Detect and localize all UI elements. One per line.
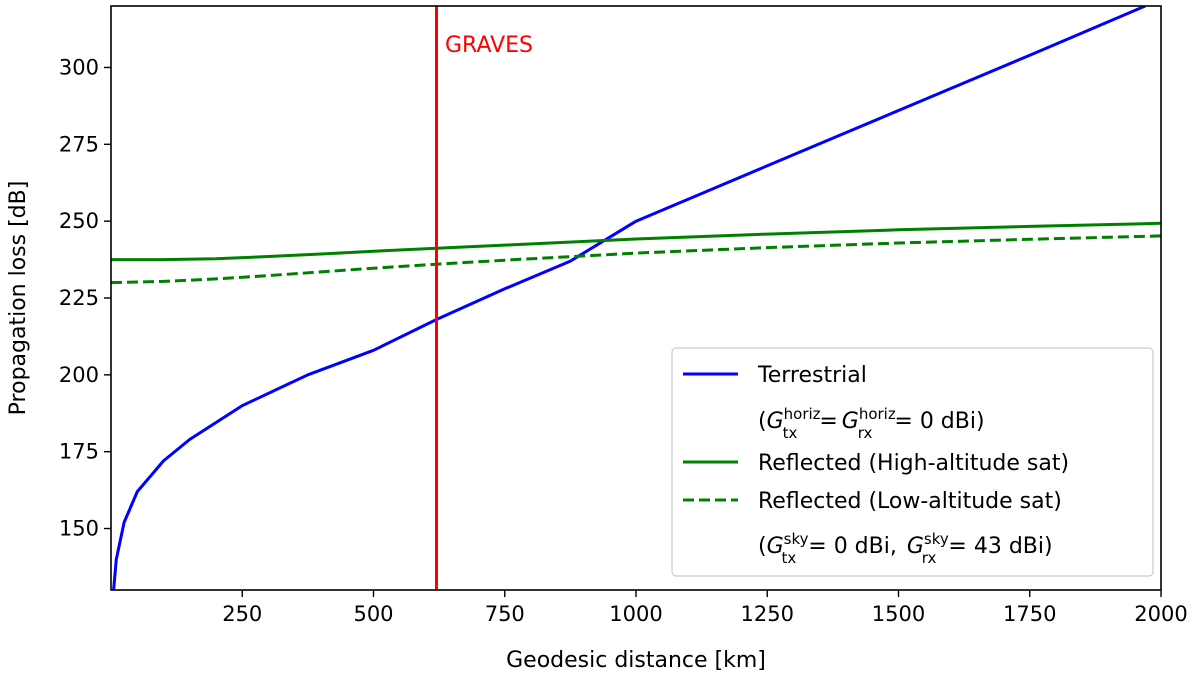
y-axis-label: Propagation loss [dB]: [6, 181, 31, 416]
series-line-terrestrial: [112, 6, 1146, 590]
x-axis-label: Geodesic distance [km]: [506, 648, 766, 673]
y-tick-label: 225: [59, 286, 99, 310]
x-tick-label: 1750: [1003, 602, 1056, 626]
legend: Terrestrial (Ghoriz tx = Ghoriz rx = 0 dBi) R…: [671, 347, 1154, 577]
x-tick-label: 500: [353, 602, 393, 626]
x-tick-label: 2000: [1134, 602, 1187, 626]
x-tick-label: 1500: [872, 602, 925, 626]
y-tick-label: 300: [59, 55, 99, 79]
x-tick-label: 1000: [609, 602, 662, 626]
legend-frame: [671, 347, 1154, 577]
y-tick-label: 275: [59, 132, 99, 156]
y-tick-label: 150: [59, 517, 99, 541]
series-line-reflected-high-altitude-sat: [111, 221, 1161, 262]
series-layer: [111, 6, 1161, 590]
legend-label-high-altitude: Reflected (High-altitude sat): [758, 451, 1069, 476]
y-tick-label: 175: [59, 440, 99, 464]
legend-note-terrestrial: (Ghoriz tx = Ghoriz rx = 0 dBi): [758, 405, 985, 442]
legend-label-terrestrial: Terrestrial: [757, 363, 867, 388]
y-tick-label: 250: [59, 209, 99, 233]
series-line-reflected-low-altitude-sat: [111, 234, 1161, 285]
x-tick-label: 750: [485, 602, 525, 626]
y-tick-label: 200: [59, 363, 99, 387]
legend-label-low-altitude: Reflected (Low-altitude sat): [758, 489, 1062, 514]
x-tick-label: 1250: [741, 602, 794, 626]
x-tick-label: 250: [222, 602, 262, 626]
ticks-layer: 250 500 750 1000 1250 1500 1750 2000 150 175 200 22…: [59, 55, 1188, 626]
legend-note-reflected: (Gsky tx = 0 dBi, Gsky rx = 43 dBi): [758, 530, 1053, 567]
graves-annotation-label: GRAVES: [445, 33, 533, 58]
